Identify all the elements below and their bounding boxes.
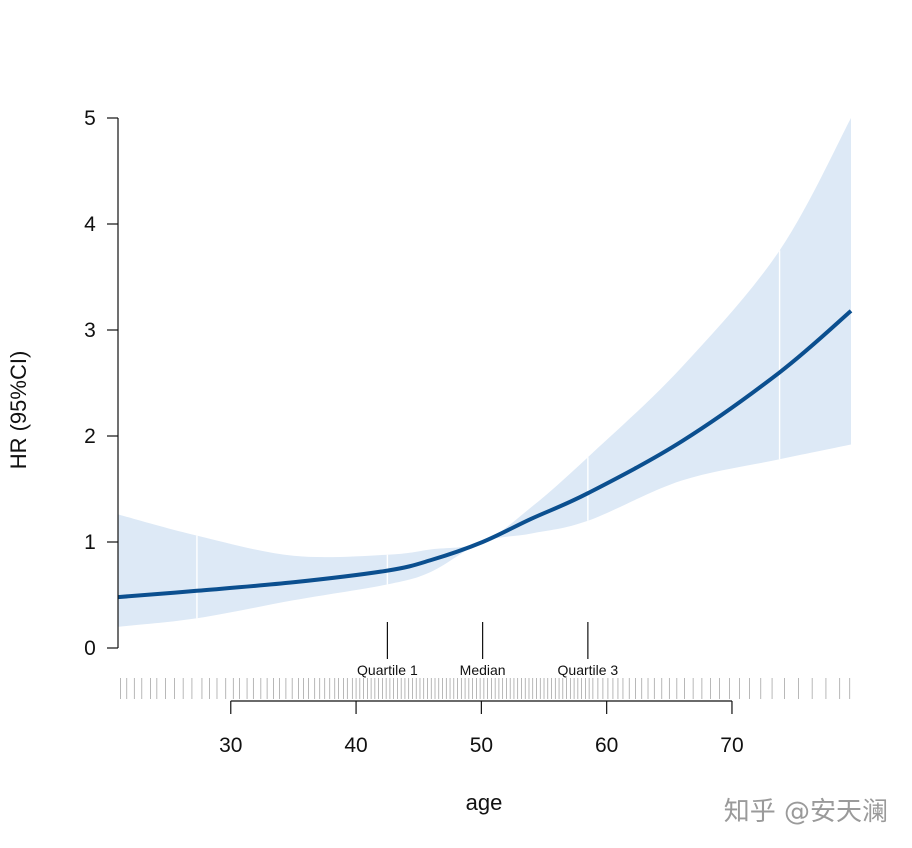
y-axis-title: HR (95%CI) [6, 351, 31, 470]
hr-curve-line [117, 309, 853, 600]
quartile-label: Median [460, 662, 506, 678]
y-tick-label: 3 [84, 319, 96, 342]
x-tick-label: 50 [470, 734, 493, 757]
quartile-annotations: Quartile 1 Median Quartile 3 [357, 622, 618, 678]
x-tick-label: 70 [720, 734, 743, 757]
confidence-band-area [118, 118, 851, 627]
y-tick-label: 1 [84, 531, 96, 554]
y-tick-label: 2 [84, 425, 96, 448]
x-axis: 30 40 50 60 70 [219, 700, 744, 757]
x-tick-label: 60 [595, 734, 618, 757]
confidence-band [118, 118, 851, 627]
quartile-label: Quartile 3 [558, 662, 619, 678]
hr-curve [117, 309, 853, 600]
y-axis: 0 1 2 3 4 5 [84, 107, 119, 660]
y-tick-label: 0 [84, 637, 96, 660]
reference-lines [196, 250, 781, 619]
y-tick-label: 5 [84, 107, 96, 130]
x-axis-title: age [466, 790, 503, 815]
quartile-label: Quartile 1 [357, 662, 418, 678]
rug-plot [120, 678, 851, 699]
y-tick-label: 4 [84, 213, 96, 236]
x-tick-label: 40 [344, 734, 367, 757]
watermark: 知乎 @安天澜 [724, 797, 888, 827]
x-tick-label: 30 [219, 734, 242, 757]
